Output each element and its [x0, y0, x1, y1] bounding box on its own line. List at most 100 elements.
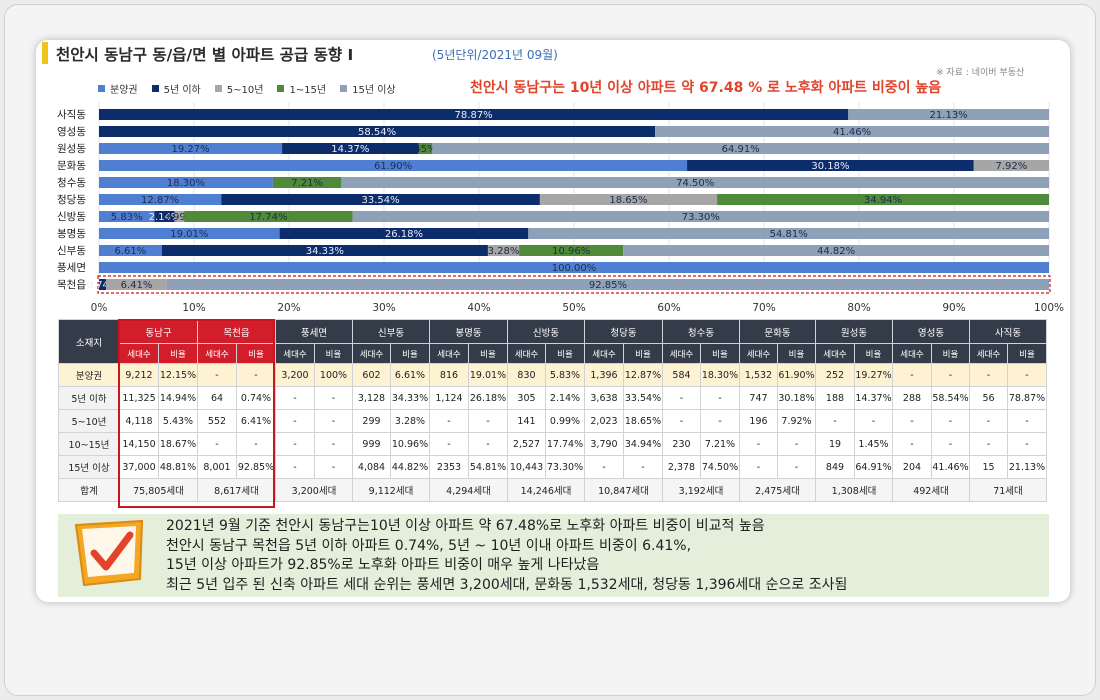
sub-header: 세대수	[969, 343, 1008, 364]
summary-line: 2021년 9월 기준 천안시 동남구는10년 이상 아파트 약 67.48%로…	[166, 518, 765, 534]
bar-segment	[623, 245, 1049, 256]
table-cell: 14,150	[119, 432, 159, 456]
category-label: 신부동	[57, 245, 86, 257]
region-header: 원성동	[815, 319, 893, 344]
table-cell: 5.43%	[158, 409, 198, 433]
bar-segment	[539, 194, 718, 205]
x-tick-label: 30%	[372, 302, 395, 314]
sub-header: 비율	[390, 343, 430, 364]
total-cell: 492세대	[892, 478, 970, 502]
table-cell: 17.74%	[545, 432, 585, 456]
table-cell: 18.65%	[623, 409, 663, 433]
legend-swatch	[214, 85, 222, 92]
bar-segment	[99, 126, 656, 137]
row-header: 5년 이하	[58, 386, 120, 410]
row-header: 15년 이상	[58, 455, 120, 479]
sub-header: 세대수	[662, 343, 701, 364]
checkmark-note-icon	[74, 519, 144, 587]
title-accent	[42, 42, 48, 64]
bar-data-label: 18.65%	[609, 195, 647, 206]
x-tick-label: 60%	[657, 302, 680, 314]
table-cell: 830	[507, 363, 546, 387]
bar-data-label: 73.30%	[682, 212, 720, 223]
bar-data-label: 6.61%	[115, 246, 147, 257]
table-cell: -	[1007, 432, 1047, 456]
sub-header: 세대수	[429, 343, 469, 364]
table-cell: -	[931, 409, 970, 433]
table-cell: -	[892, 363, 932, 387]
bar-data-label: 19.27%	[171, 144, 209, 155]
x-tick-label: 10%	[182, 302, 205, 314]
bar-data-label: 54.81%	[770, 229, 808, 240]
table-cell: 10.96%	[390, 432, 430, 456]
table-cell: -	[777, 455, 816, 479]
sub-header: 세대수	[197, 343, 237, 364]
total-cell: 3,200세대	[275, 478, 353, 502]
bar-data-label: 44.82%	[817, 246, 855, 257]
table-cell: 8,001	[197, 455, 237, 479]
summary-panel: 2021년 9월 기준 천안시 동남구는10년 이상 아파트 약 67.48%로…	[58, 514, 1049, 597]
highlight-row-border	[97, 275, 1051, 294]
sub-header: 세대수	[119, 343, 159, 364]
bar-segment	[99, 109, 849, 120]
table-cell: 74.50%	[700, 455, 740, 479]
bar-data-label: 10.96%	[552, 246, 590, 257]
bar-segment	[99, 177, 273, 188]
bar-data-label: 64.91%	[722, 144, 760, 155]
table-cell: 21.13%	[1007, 455, 1047, 479]
table-cell: -	[931, 363, 970, 387]
table-cell: 602	[352, 363, 391, 387]
bar-data-label: 61.90%	[374, 161, 412, 172]
total-cell: 75,805세대	[119, 478, 198, 502]
region-header: 문화동	[739, 319, 816, 344]
bar-data-label: 58.54%	[358, 127, 396, 138]
bar-data-label: 7.21%	[291, 178, 323, 189]
table-cell: 64	[197, 386, 237, 410]
category-label: 신방동	[57, 211, 86, 223]
table-cell: 5.83%	[545, 363, 585, 387]
total-cell: 8,617세대	[197, 478, 276, 502]
headline-callout: 천안시 동남구는 10년 이상 아파트 약 67.48 % 로 노후화 아파트 …	[470, 80, 942, 96]
bar-data-label: 0.99%	[164, 212, 196, 223]
summary-line: 천안시 동남구 목천읍 5년 이하 아파트 0.74%, 5년 ~ 10년 이내…	[166, 537, 692, 554]
bar-segment	[161, 245, 488, 256]
bar-segment	[282, 143, 419, 154]
legend-item: 1~15년	[277, 81, 326, 96]
x-tick-label: 20%	[277, 302, 300, 314]
table-cell: 3,638	[584, 386, 624, 410]
bar-segment	[279, 228, 529, 239]
bar-segment	[99, 228, 280, 239]
table-cell: -	[197, 432, 237, 456]
x-tick-label: 90%	[942, 302, 965, 314]
sub-header: 세대수	[275, 343, 315, 364]
bar-data-label: 21.13%	[930, 110, 968, 121]
page-title: 천안시 동남구 동/읍/면 별 아파트 공급 동향 I	[56, 46, 354, 64]
table-cell: -	[1007, 363, 1047, 387]
table-row: 5년 이하 11,325 14.94% 64 0.74% - -3,128 34.33% 1,1…	[58, 386, 1047, 410]
total-cell: 2,475세대	[739, 478, 816, 502]
sub-header: 세대수	[815, 343, 855, 364]
bar-segment	[154, 211, 175, 222]
legend-label: 1~15년	[289, 85, 327, 96]
table-cell: 56	[969, 386, 1008, 410]
table-cell: 58.54%	[931, 386, 970, 410]
legend-label: 분양권	[110, 85, 138, 96]
table-cell: 999	[352, 432, 391, 456]
table-cell: 230	[662, 432, 701, 456]
bar-data-label: 30.18%	[811, 161, 849, 172]
table-cell: -	[429, 409, 469, 433]
total-label: 합계	[58, 478, 120, 502]
table-cell: 30.18%	[777, 386, 816, 410]
region-header: 풍세면	[275, 319, 353, 344]
table-cell: -	[584, 455, 624, 479]
bar-data-label: 26.18%	[385, 229, 423, 240]
table-cell: 3.28%	[390, 409, 430, 433]
table-cell: 18.30%	[700, 363, 740, 387]
table-cell: 61.90%	[777, 363, 816, 387]
summary-line: 최근 5년 입주 된 신축 아파트 세대 순위는 풍세면 3,200세대, 문화…	[166, 576, 848, 593]
table-cell: -	[969, 363, 1008, 387]
bar-segment	[432, 143, 1050, 154]
table-cell: 7.21%	[700, 432, 740, 456]
table-cell: 37,000	[119, 455, 159, 479]
table-cell: 1,124	[429, 386, 469, 410]
